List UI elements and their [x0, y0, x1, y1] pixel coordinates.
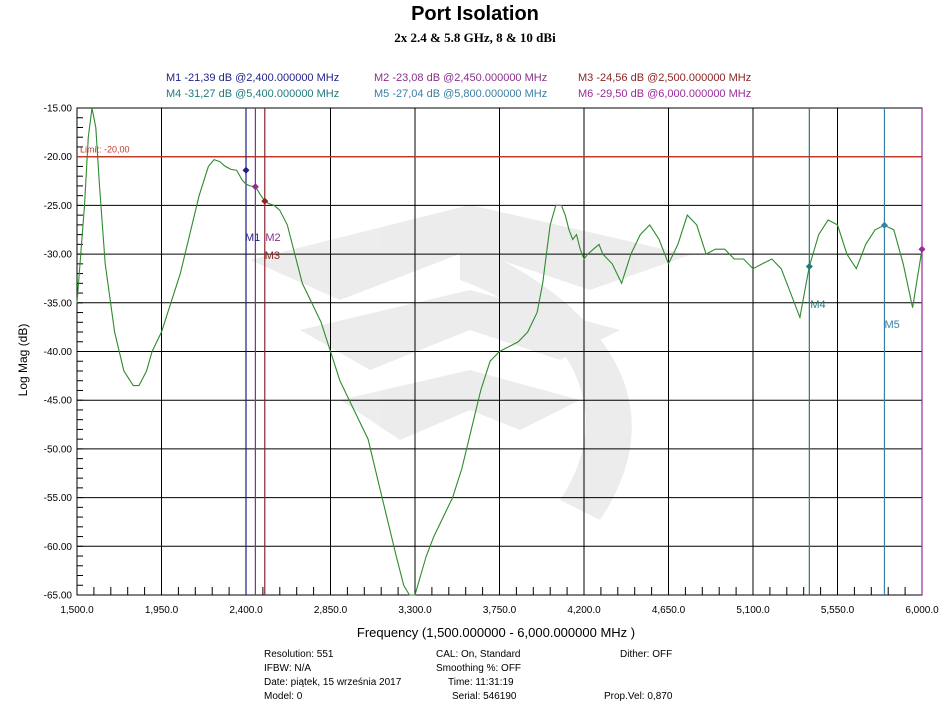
y-tick-label: -50.00	[44, 444, 73, 455]
x-tick-label: 4,650.0	[652, 605, 686, 616]
x-tick-label: 5,100.0	[736, 605, 770, 616]
dither-info: Dither: OFF	[620, 649, 673, 660]
serial-info: Serial: 546190	[452, 691, 517, 702]
marker-readout-m6: M6 -29,50 dB @6,000.000000 MHz	[578, 88, 752, 100]
s21-trace	[76, 107, 923, 596]
y-tick-label: -25.00	[44, 201, 73, 212]
x-tick-label: 4,200.0	[567, 605, 601, 616]
y-tick-label: -20.00	[44, 152, 73, 163]
cal-info: CAL: On, Standard	[436, 649, 521, 660]
time-info: Time: 11:31:19	[448, 677, 514, 688]
model-info: Model: 0	[264, 691, 303, 702]
chart-subtitle: 2x 2.4 & 5.8 GHz, 8 & 10 dBi	[394, 30, 556, 45]
watermark-logo	[250, 205, 690, 520]
smoothing-info: Smoothing %: OFF	[436, 663, 522, 674]
x-tick-label: 6,000.0	[905, 605, 939, 616]
y-axis-label: Log Mag (dB)	[16, 324, 30, 397]
y-tick-label: -30.00	[44, 250, 73, 261]
y-axis-ticks: -15.00 -20.00 -25.00 -30.00 -35.00 -40.00 -45.…	[44, 104, 73, 602]
x-tick-label: 5,550.0	[821, 605, 855, 616]
marker-point-m5	[880, 221, 888, 229]
marker-readout-m5: M5 -27,04 dB @5,800.000000 MHz	[374, 88, 548, 100]
chart-title: Port Isolation	[411, 3, 539, 25]
marker-plot-label-m3: M3	[265, 250, 280, 262]
marker-plot-label-m1: M1	[245, 232, 260, 244]
marker-point-m2	[251, 183, 259, 191]
marker-point-m3	[261, 197, 269, 205]
y-tick-label: -55.00	[44, 493, 73, 504]
x-tick-label: 2,400.0	[229, 605, 263, 616]
y-tick-label: -15.00	[44, 104, 73, 115]
marker-readout-m2: M2 -23,08 dB @2,450.000000 MHz	[374, 72, 548, 84]
marker-plot-label-m4: M4	[810, 299, 825, 311]
x-axis-label: Frequency (1,500.000000 - 6,000.000000 M…	[357, 625, 635, 640]
marker-readout-m3: M3 -24,56 dB @2,500.000000 MHz	[578, 72, 752, 84]
marker-plot-label-m5: M5	[884, 319, 899, 331]
x-tick-label: 1,500.0	[60, 605, 94, 616]
marker-point-m1	[242, 166, 250, 174]
y-tick-label: -65.00	[44, 591, 73, 602]
x-tick-label: 3,750.0	[483, 605, 517, 616]
prop-vel-info: Prop.Vel: 0,870	[604, 691, 673, 702]
resolution-info: Resolution: 551	[264, 649, 334, 660]
x-axis-ticks: 1,500.0 1,950.0 2,400.0 2,850.0 3,300.0 3,750…	[60, 605, 939, 616]
y-tick-label: -40.00	[44, 347, 73, 358]
y-tick-label: -35.00	[44, 298, 73, 309]
marker-readout-m4: M4 -31,27 dB @5,400.000000 MHz	[166, 88, 340, 100]
limit-line-group: Limit: -20,00	[77, 145, 922, 158]
marker-plot-label-m2: M2	[265, 232, 280, 244]
limit-label: Limit: -20,00	[80, 145, 130, 155]
marker-point-m4	[805, 262, 813, 270]
marker-readout-m1: M1 -21,39 dB @2,400.000000 MHz	[166, 72, 340, 84]
marker-plot-labels: M1 M2 M3 M4 M5	[245, 232, 900, 331]
x-tick-label: 1,950.0	[145, 605, 179, 616]
x-tick-label: 3,300.0	[398, 605, 432, 616]
date-info: Date: piątek, 15 września 2017	[264, 677, 402, 688]
ifbw-info: IFBW: N/A	[264, 663, 312, 674]
y-tick-label: -45.00	[44, 396, 73, 407]
marker-points	[242, 166, 926, 270]
x-tick-label: 2,850.0	[314, 605, 348, 616]
y-tick-label: -60.00	[44, 542, 73, 553]
marker-point-m6	[918, 245, 926, 253]
marker-lines	[245, 108, 923, 595]
